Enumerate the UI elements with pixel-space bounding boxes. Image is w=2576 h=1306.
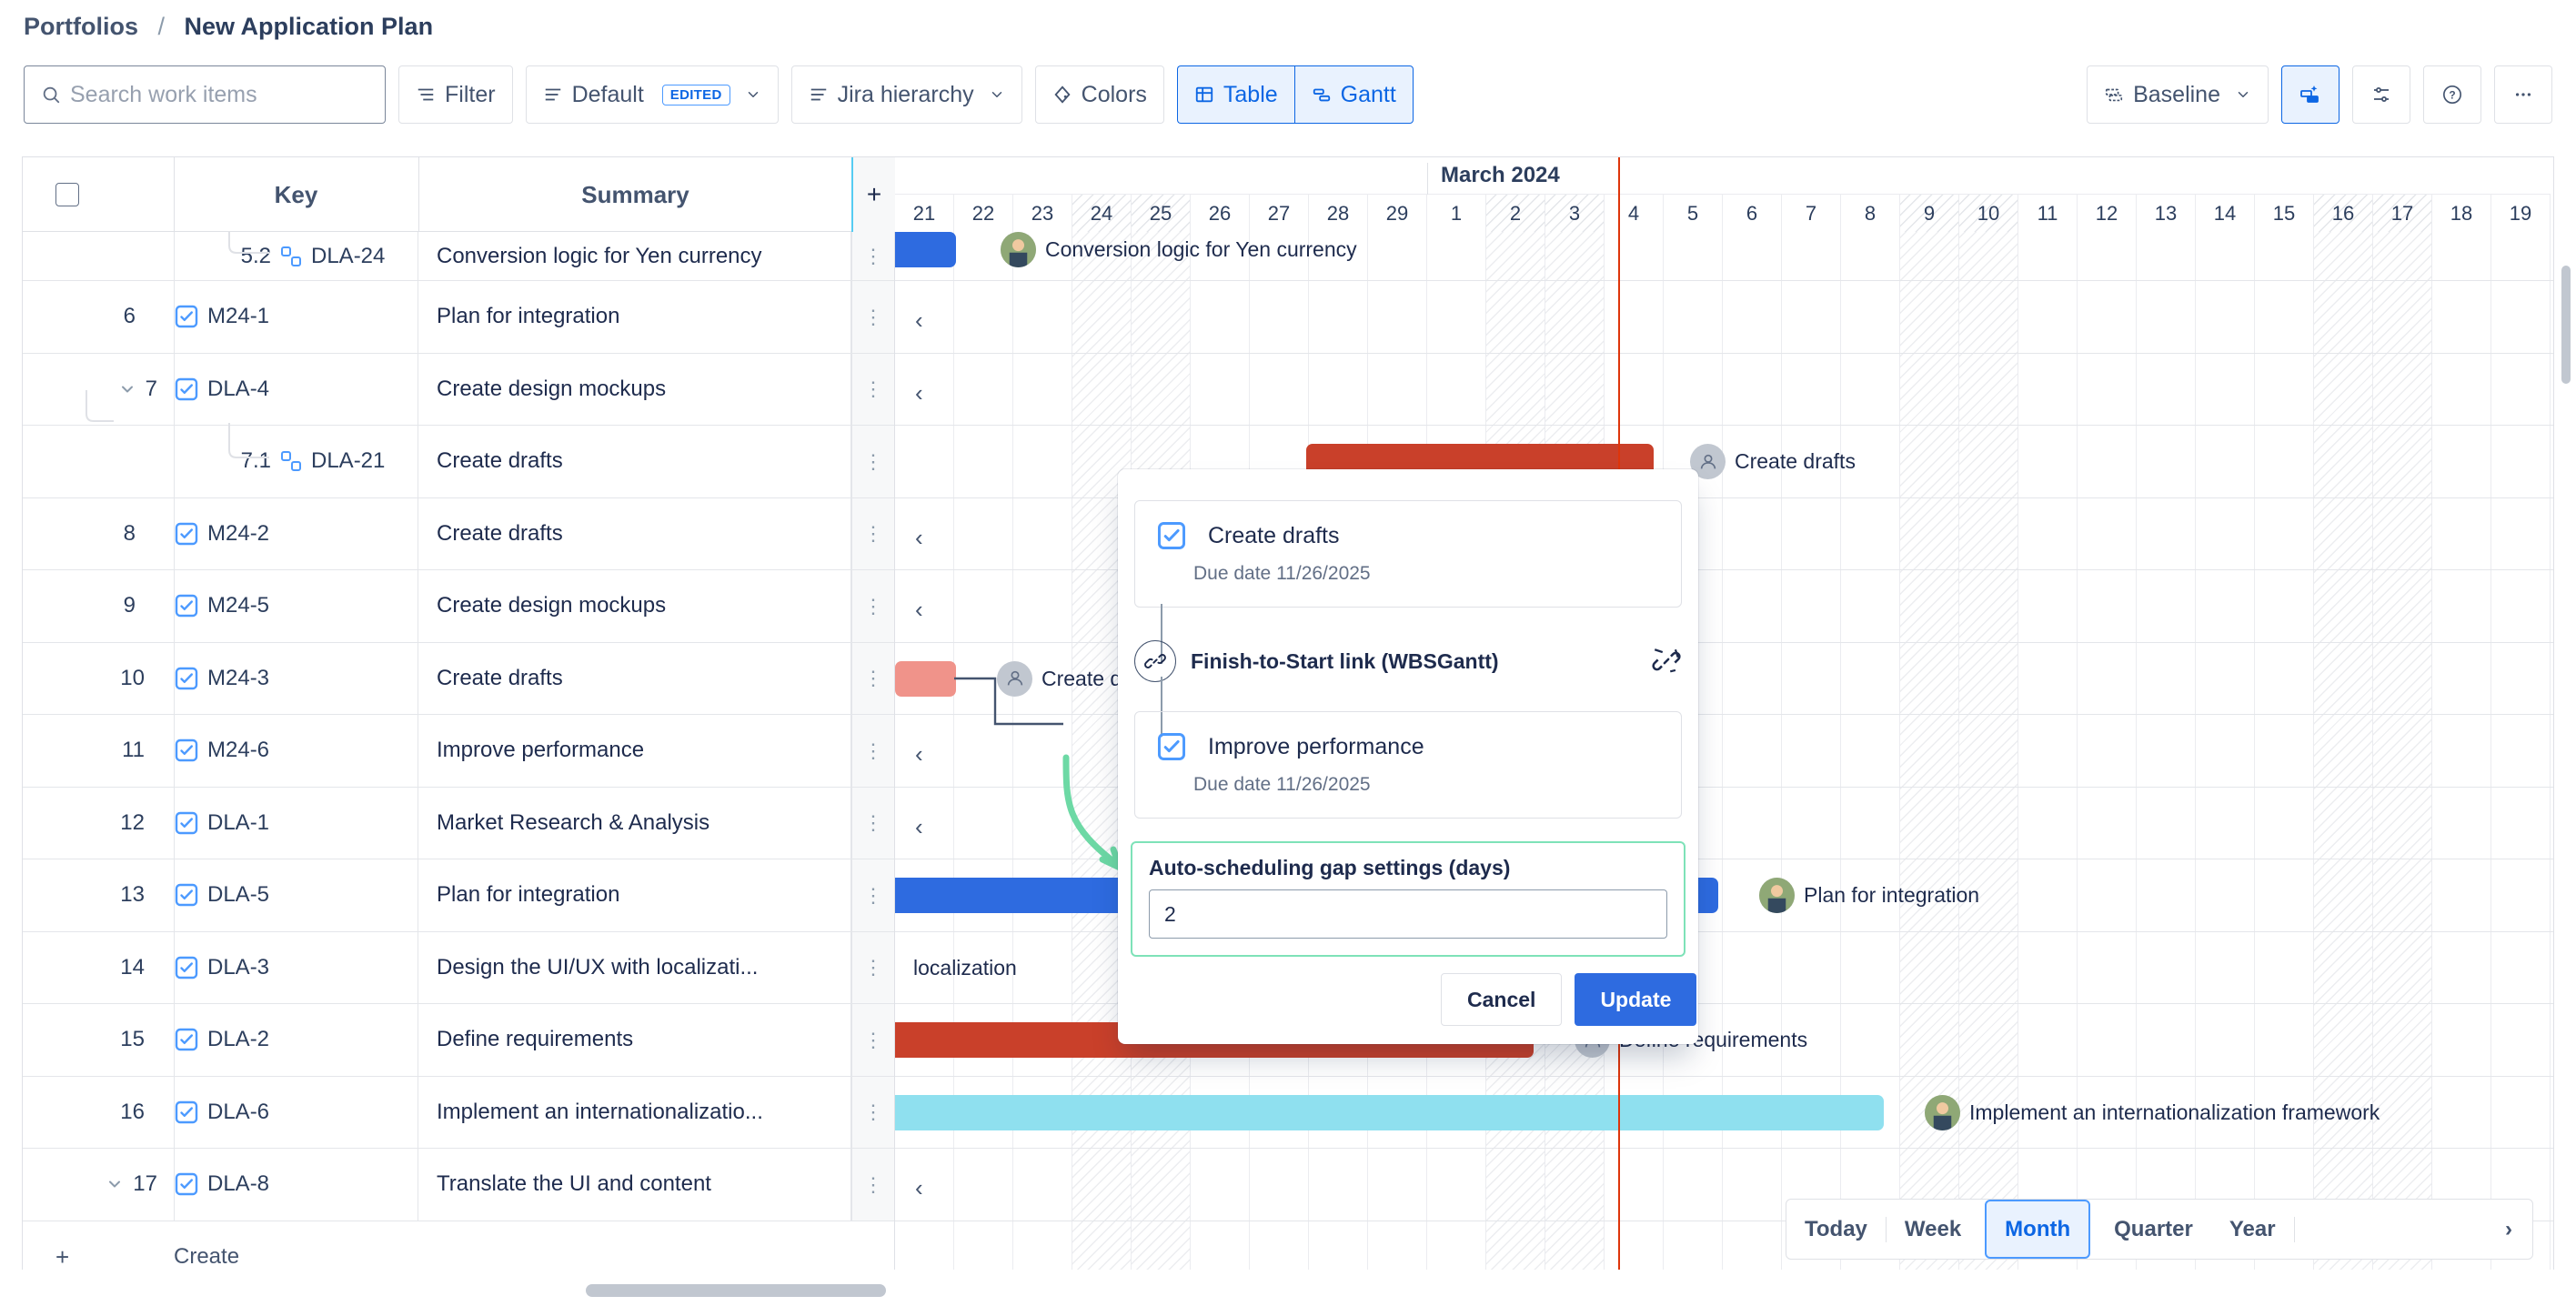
svg-text:?: ? — [2449, 89, 2455, 102]
